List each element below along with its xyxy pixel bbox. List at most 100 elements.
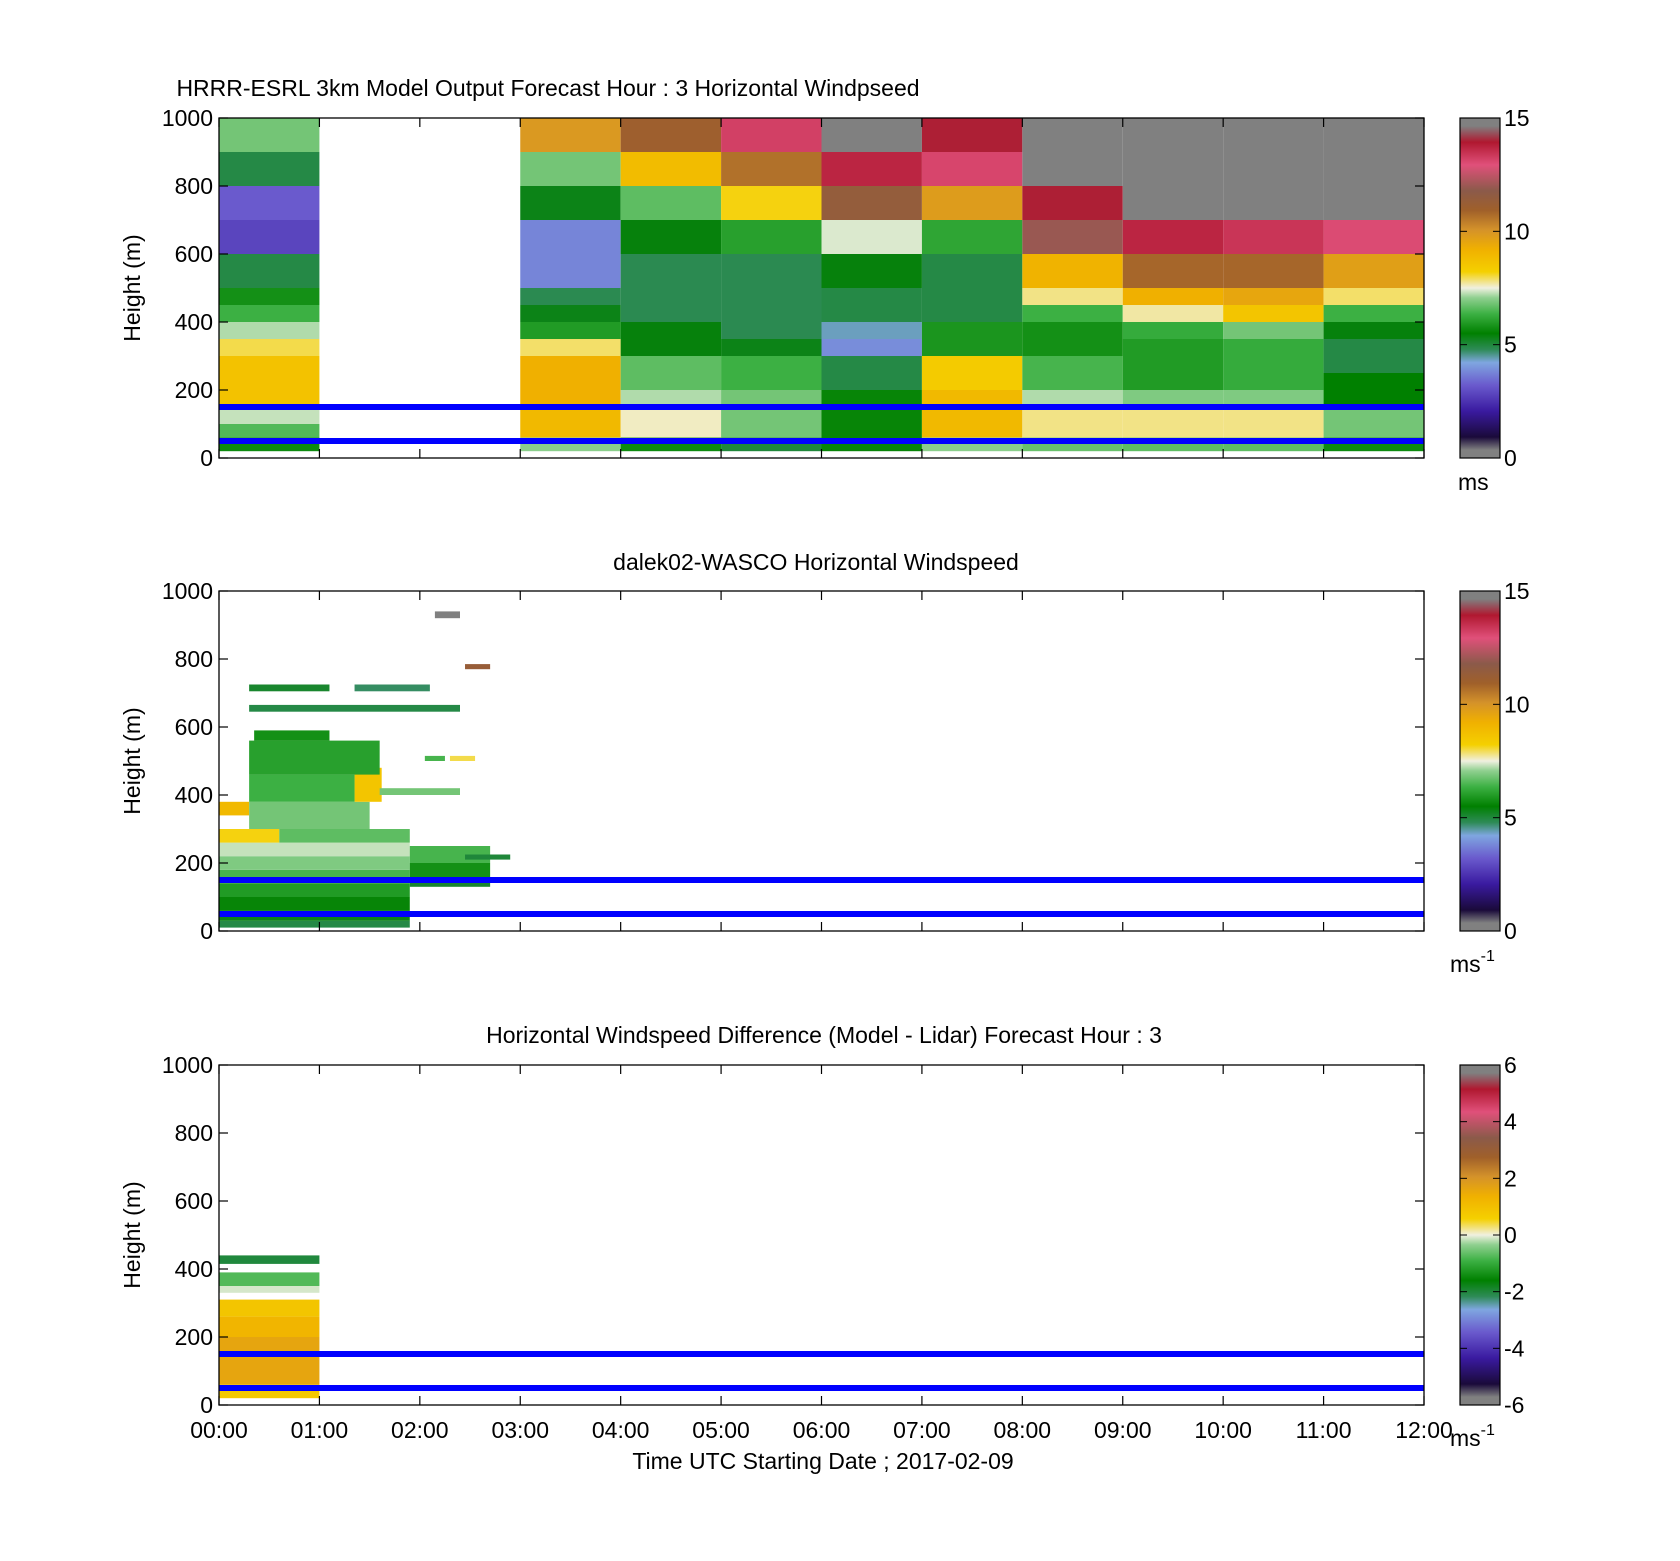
heatmap-cell [620,407,722,438]
y-tick-label: 800 [175,1120,213,1146]
y-tick-label: 600 [175,714,213,740]
heatmap-cell [219,801,250,816]
heatmap-cell [520,305,621,322]
heatmap-cell [1022,254,1123,288]
heatmap-cell [219,1316,320,1337]
y-tick-label: 400 [175,309,213,335]
heatmap-cell [219,118,320,152]
heatmap-cell [821,118,922,152]
heatmap-cell [424,755,445,761]
heatmap-cell [219,356,320,407]
heatmap-cell [1122,220,1224,254]
heatmap-cell [219,897,410,911]
heatmap-cell [219,1255,320,1264]
colorbar-frame [1459,117,1501,459]
heatmap-cell [279,829,410,843]
heatmap-cell [1323,407,1424,438]
heatmap-cell [1223,339,1324,390]
heatmap-cell [620,356,722,390]
heatmap-cell [821,339,922,356]
heatmap-cell [721,356,822,390]
heatmap-cell [1122,288,1224,305]
heatmap-cell [921,390,1023,438]
y-tick-label: 200 [175,1324,213,1350]
heatmap-cell [249,740,380,775]
heatmap-cell [409,863,491,880]
heatmap-cell [721,118,822,152]
heatmap-cell [1122,339,1224,390]
hub-height-lines [219,877,1424,917]
heatmap-cell [219,1272,320,1286]
heatmap-cell [219,288,320,305]
heatmap-cell [1022,305,1123,322]
heatmap-cell [1022,390,1123,407]
heatmap-cell [921,322,1023,356]
colorbar-tick-label: 0 [1504,1222,1517,1248]
colorbar-tick-label: -4 [1504,1335,1525,1361]
heatmap-cell [219,339,320,356]
heatmap-cell [520,220,621,288]
colorbar-tick-label: 2 [1504,1165,1517,1191]
heatmap-cell [1022,118,1123,186]
heatmap-cell [1323,288,1424,305]
heatmap-cell [1223,288,1324,305]
heatmap-cell [219,220,320,254]
heatmap-cell [520,152,621,186]
colorbar-tick-label: 10 [1504,691,1530,717]
heatmap-cell [921,118,1023,152]
heatmap-cell [1122,305,1224,322]
heatmap-cell [434,611,460,619]
colorbar-cap [1460,923,1500,931]
panel-model: HRRR-ESRL 3km Model Output Forecast Hour… [119,75,1530,495]
heatmap-cell [921,152,1023,186]
colorbar-cap [1460,1397,1500,1405]
heatmap-cell [1223,220,1324,254]
y-tick-label: 200 [175,377,213,403]
heatmap-cell [1323,118,1424,220]
heatmap-cell [1323,220,1424,254]
heatmap-cell [1022,322,1123,356]
colorbar: -6 -4 -2 0 2 4 6 [1459,1052,1525,1418]
heatmap-cell [620,186,722,220]
heatmap-cell [721,220,822,254]
heatmap-cells [219,1255,320,1399]
heatmap-cell [520,339,621,356]
heatmap-cell [254,730,330,741]
heatmap-cell [249,774,355,802]
heatmap-cell [219,883,410,897]
colorbar-tick-label: 0 [1504,918,1517,944]
heatmap-cell [721,254,822,339]
heatmap-cell [1022,356,1123,390]
panel-lidar: dalek02-WASCO Horizontal Windspeed 0 200 4… [119,549,1530,977]
colorbar-tick-label: 15 [1504,578,1530,604]
x-tick-label: 08:00 [994,1417,1052,1443]
y-tick-label: 400 [175,782,213,808]
heatmap-cell [620,220,722,254]
x-tick-label: 01:00 [291,1417,349,1443]
x-tick-label: 07:00 [893,1417,951,1443]
panel-difference: Horizontal Windspeed Difference (Model -… [119,1022,1525,1451]
y-axis: 0 200 400 600 800 1000 [162,578,1424,944]
panel-title: Horizontal Windspeed Difference (Model -… [486,1022,1162,1048]
x-tick-label: 05:00 [692,1417,750,1443]
heatmap-cell [1223,407,1324,438]
y-tick-label: 600 [175,1188,213,1214]
heatmap-cell [821,322,922,339]
heatmap-cell [1022,220,1123,254]
y-tick-label: 0 [200,445,213,471]
heatmap-cell [1323,254,1424,288]
hub-height-lines [219,1351,1424,1391]
heatmap-cell [219,829,280,843]
heatmap-cell [620,118,722,152]
heatmap-cell [721,390,822,438]
y-tick-label: 800 [175,646,213,672]
heatmap-cell [1122,118,1224,220]
x-ticks [218,591,1425,931]
colorbar-tick-label: 5 [1504,332,1517,358]
heatmap-cell [219,1286,320,1293]
heatmap-cell [1323,305,1424,322]
colorbar-frame [1459,590,1501,932]
heatmap-cell [409,880,491,887]
heatmap-cell [465,664,491,670]
